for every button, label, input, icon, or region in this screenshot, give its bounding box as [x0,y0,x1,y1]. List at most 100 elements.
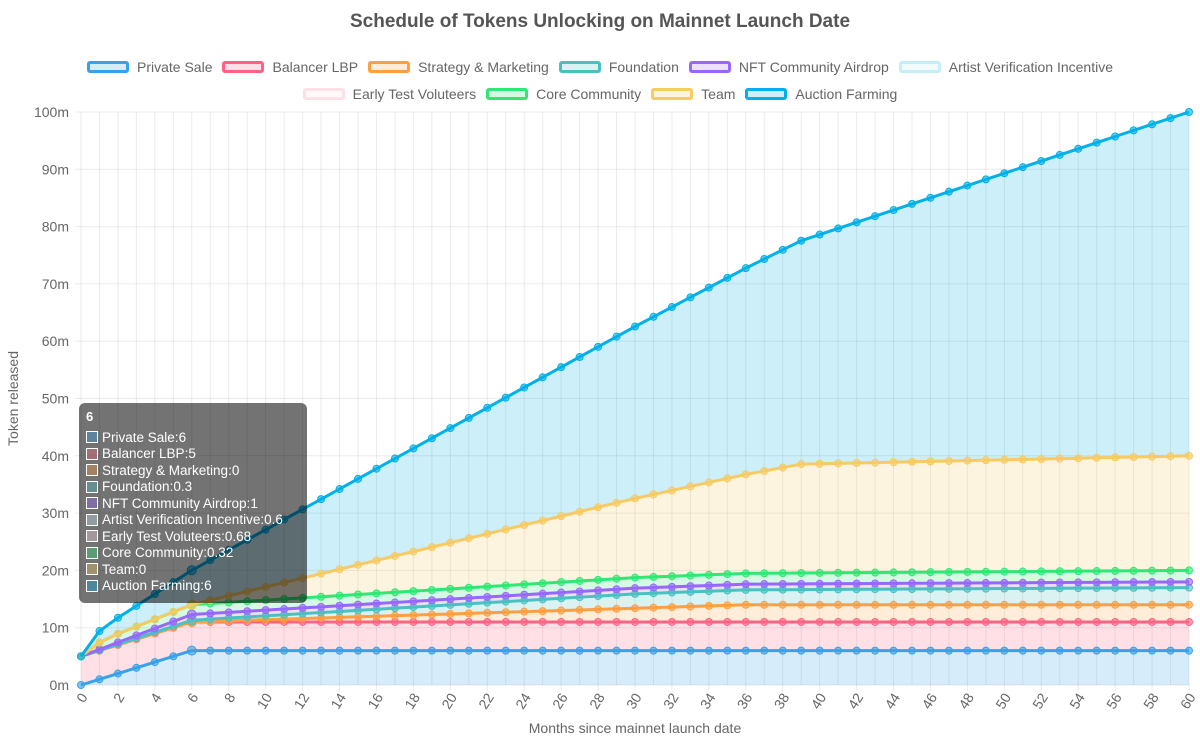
x-tick-label: 16 [364,690,386,712]
data-point [427,617,436,626]
data-point [335,591,344,600]
data-point [594,503,603,512]
data-point [981,578,990,587]
legend-item-nft-community-airdrop[interactable]: NFT Community Airdrop [688,59,889,75]
legend-item-private-sale[interactable]: Private Sale [87,59,212,75]
legend-swatch [745,88,788,100]
data-point [150,615,159,624]
data-point [834,617,843,626]
data-point [963,600,972,609]
data-point [981,600,990,609]
legend-label: NFT Community Airdrop [738,59,889,75]
data-point [1111,578,1120,587]
legend-swatch [651,88,694,100]
data-point [1166,600,1175,609]
data-point [889,617,898,626]
data-point [1092,453,1101,462]
data-point [815,617,824,626]
data-point [612,604,621,613]
data-point [944,568,953,577]
legend-item-team[interactable]: Team [651,86,735,102]
legend-item-balancer-lbp[interactable]: Balancer LBP [222,59,358,75]
data-point [538,589,547,598]
data-point [520,580,529,589]
data-point [538,607,547,616]
tooltip-item-balancer-lbp: Balancer LBP: 5 [86,446,300,463]
y-tick-label: 70m [42,276,69,292]
tooltip-separator: : [221,528,225,544]
data-point [667,582,676,591]
data-point [852,218,861,227]
data-point [1092,600,1101,609]
data-point [704,646,713,655]
data-point [1074,578,1083,587]
data-point [1000,455,1009,464]
legend-item-strategy-marketing[interactable]: Strategy & Marketing [368,59,549,75]
x-tick-label: 44 [881,690,903,712]
data-point [335,485,344,494]
data-point [1074,454,1083,463]
data-point [594,605,603,614]
data-point [95,675,104,684]
data-point [908,568,916,577]
data-point [1018,578,1027,587]
tooltip-title: 6 [86,409,94,424]
data-point [409,547,418,556]
data-point [631,604,639,613]
legend-label: Core Community [536,86,642,102]
data-point [501,581,510,590]
x-tick-label: 26 [549,690,571,712]
data-point [1000,169,1009,178]
data-point [815,579,824,588]
x-tick-label: 48 [955,690,977,712]
data-point [557,606,566,615]
legend-item-auction-farming[interactable]: Auction Farming [745,86,897,102]
legend-swatch [302,88,345,100]
tooltip-swatch [86,497,98,510]
legend-item-early-test-voluteers[interactable]: Early Test Voluteers [302,86,476,102]
data-point [649,583,658,592]
x-tick-label: 50 [992,690,1014,712]
data-point [317,495,326,504]
data-point [113,638,122,647]
tooltip-value: 6 [178,429,187,445]
data-point [871,458,880,467]
y-tick-label: 80m [42,219,69,235]
tooltip-item-core-community: Core Community: 0.32 [86,545,300,562]
legend-item-core-community[interactable]: Core Community [486,86,641,102]
legend-item-artist-verification-incentive[interactable]: Artist Verification Incentive [898,59,1113,75]
data-point [1148,578,1157,587]
legend-swatch [87,61,129,73]
data-point [354,474,362,483]
tooltip-value: 5 [188,446,196,462]
legend-item-foundation[interactable]: Foundation [558,59,679,75]
data-point [261,646,270,655]
data-point [889,206,898,215]
data-point [169,652,178,661]
data-point [538,646,547,655]
data-point [224,608,233,617]
data-point [704,478,713,487]
data-point [501,608,510,617]
data-point [1018,600,1027,609]
tooltip-item-strategy-marketing: Strategy & Marketing: 0 [86,462,300,479]
data-point [446,609,455,618]
data-point [446,595,455,604]
data-point [95,638,104,647]
tooltip-value: 0.32 [207,545,234,561]
x-tick-label: 2 [110,690,128,705]
data-point [1129,578,1138,587]
data-point [520,617,529,626]
data-point [667,572,676,581]
data-point [132,622,141,631]
data-point [852,646,861,655]
data-point [1092,138,1101,147]
legend-label: Strategy & Marketing [418,59,549,75]
legend-swatch [486,88,529,100]
data-point [963,181,972,190]
data-point [723,570,732,579]
data-point [1018,646,1027,655]
legend-label: Private Sale [137,59,213,75]
y-tick-label: 90m [42,161,69,177]
data-point [446,584,455,593]
